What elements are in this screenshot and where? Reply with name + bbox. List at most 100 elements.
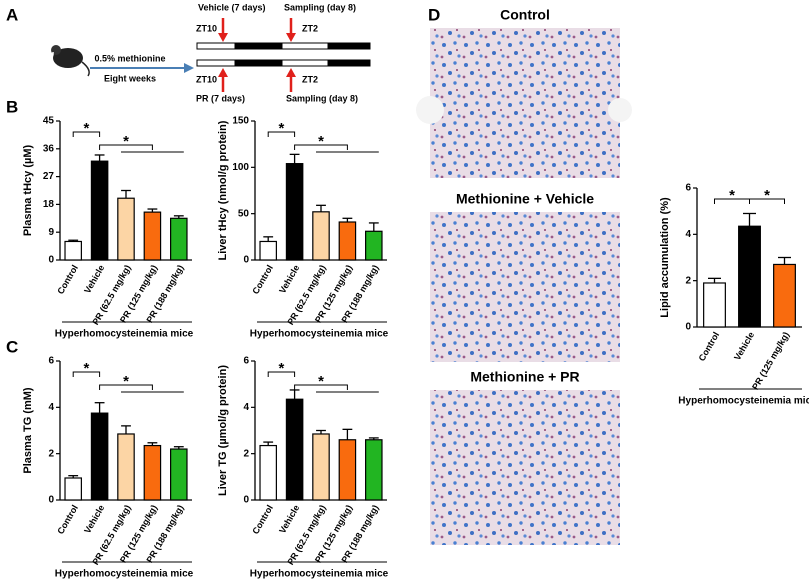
bar bbox=[312, 211, 330, 261]
y-tick-label: 6 bbox=[243, 356, 249, 367]
significance-star: * bbox=[729, 187, 735, 204]
micrograph-title: Methionine + Vehicle bbox=[456, 191, 594, 207]
duration: Eight weeks bbox=[104, 73, 156, 83]
x-tick-label: Control bbox=[55, 263, 80, 296]
significance-bracket bbox=[749, 198, 785, 204]
bar bbox=[143, 444, 162, 501]
significance-bracket bbox=[99, 384, 153, 390]
bar bbox=[170, 217, 188, 261]
micrograph-title: Control bbox=[500, 7, 550, 23]
panel-label: D bbox=[428, 5, 440, 24]
bar bbox=[90, 412, 109, 501]
group-label: Hyperhomocysteinemia mice bbox=[250, 329, 389, 340]
x-tick-label: Control bbox=[250, 503, 275, 536]
bar bbox=[365, 439, 383, 501]
y-axis-label: Plasma tHcy (µM) bbox=[22, 145, 34, 237]
y-tick-label: 0 bbox=[48, 255, 54, 266]
bar bbox=[117, 197, 135, 261]
y-tick-label: 36 bbox=[43, 143, 55, 154]
sampling-label: Sampling (day 8) bbox=[284, 2, 356, 12]
x-tick-label: Vehicle bbox=[82, 263, 106, 295]
significance-star: * bbox=[83, 360, 89, 377]
y-tick-label: 150 bbox=[232, 116, 249, 127]
x-tick-label: Control bbox=[55, 503, 80, 536]
time-label: ZT2 bbox=[302, 23, 318, 33]
significance-star: * bbox=[764, 187, 770, 204]
y-tick-label: 0 bbox=[243, 495, 249, 506]
significance-star: * bbox=[318, 133, 324, 150]
micrograph bbox=[430, 28, 620, 178]
significance-bracket bbox=[267, 131, 296, 137]
sampling-label: Sampling (day 8) bbox=[286, 93, 358, 103]
x-tick-label: Vehicle bbox=[732, 330, 756, 362]
y-axis-label: Plasma TG (mM) bbox=[22, 387, 34, 474]
y-tick-label: 4 bbox=[48, 402, 54, 413]
bar bbox=[117, 433, 135, 501]
bar bbox=[143, 211, 162, 261]
x-tick-label: Control bbox=[697, 330, 722, 363]
bar bbox=[365, 230, 383, 261]
bar bbox=[64, 477, 82, 501]
x-tick-label: Vehicle bbox=[277, 503, 301, 535]
bar bbox=[312, 433, 330, 501]
y-tick-label: 0 bbox=[48, 495, 54, 506]
y-tick-label: 2 bbox=[243, 448, 249, 459]
bar bbox=[338, 439, 357, 501]
y-tick-label: 27 bbox=[43, 171, 55, 182]
bar bbox=[773, 263, 796, 328]
significance-bracket bbox=[99, 144, 153, 150]
bar bbox=[259, 444, 277, 501]
arrow-head bbox=[184, 63, 194, 73]
treatment: 0.5% methionine bbox=[94, 53, 165, 63]
y-axis-label: Liver TG (µmol/g protein) bbox=[217, 365, 229, 496]
y-tick-label: 6 bbox=[685, 183, 691, 194]
bar bbox=[285, 163, 304, 261]
x-tick-label: PR (125 mg/kg) bbox=[750, 330, 791, 391]
bar bbox=[170, 448, 188, 501]
vessel bbox=[608, 98, 632, 122]
y-tick-label: 45 bbox=[43, 116, 55, 127]
micrograph bbox=[430, 212, 620, 362]
time-label: ZT10 bbox=[196, 23, 217, 33]
mouse-icon bbox=[51, 45, 90, 77]
time-label: ZT2 bbox=[302, 74, 318, 84]
y-axis-label: Liver tHcy (nmol/g protein) bbox=[217, 120, 229, 260]
y-tick-label: 0 bbox=[243, 255, 249, 266]
x-tick-label: Vehicle bbox=[82, 503, 106, 535]
significance-bracket bbox=[72, 131, 101, 137]
significance-star: * bbox=[123, 373, 129, 390]
bar bbox=[285, 398, 304, 501]
significance-star: * bbox=[123, 133, 129, 150]
bar bbox=[703, 282, 726, 328]
panel-label: C bbox=[6, 337, 18, 356]
significance-bracket bbox=[294, 144, 348, 150]
red-arrows bbox=[218, 18, 296, 92]
x-tick-label: Vehicle bbox=[277, 263, 301, 295]
y-tick-label: 9 bbox=[48, 227, 54, 238]
bar bbox=[64, 240, 82, 261]
significance-bracket bbox=[72, 371, 101, 377]
timeline bbox=[196, 42, 371, 67]
y-tick-label: 0 bbox=[685, 322, 691, 333]
micrograph-title: Methionine + PR bbox=[470, 369, 579, 385]
significance-bracket bbox=[267, 371, 296, 377]
vessel bbox=[416, 96, 444, 124]
group-label: Vehicle (7 days) bbox=[198, 2, 266, 12]
y-tick-label: 18 bbox=[43, 199, 55, 210]
panel-label: A bbox=[6, 5, 18, 24]
significance-star: * bbox=[318, 373, 324, 390]
x-tick-label: Control bbox=[250, 263, 275, 296]
significance-bracket bbox=[294, 384, 348, 390]
y-tick-label: 4 bbox=[685, 229, 691, 240]
panel-label: B bbox=[6, 97, 18, 116]
bar bbox=[738, 225, 761, 328]
bar bbox=[338, 221, 357, 261]
y-tick-label: 6 bbox=[48, 356, 54, 367]
significance-star: * bbox=[278, 360, 284, 377]
group-label: Hyperhomocysteinemia mice bbox=[55, 569, 194, 580]
time-label: ZT10 bbox=[196, 74, 217, 84]
y-tick-label: 4 bbox=[243, 402, 249, 413]
y-tick-label: 50 bbox=[238, 208, 250, 219]
group-label: Hyperhomocysteinemia mice bbox=[55, 329, 194, 340]
